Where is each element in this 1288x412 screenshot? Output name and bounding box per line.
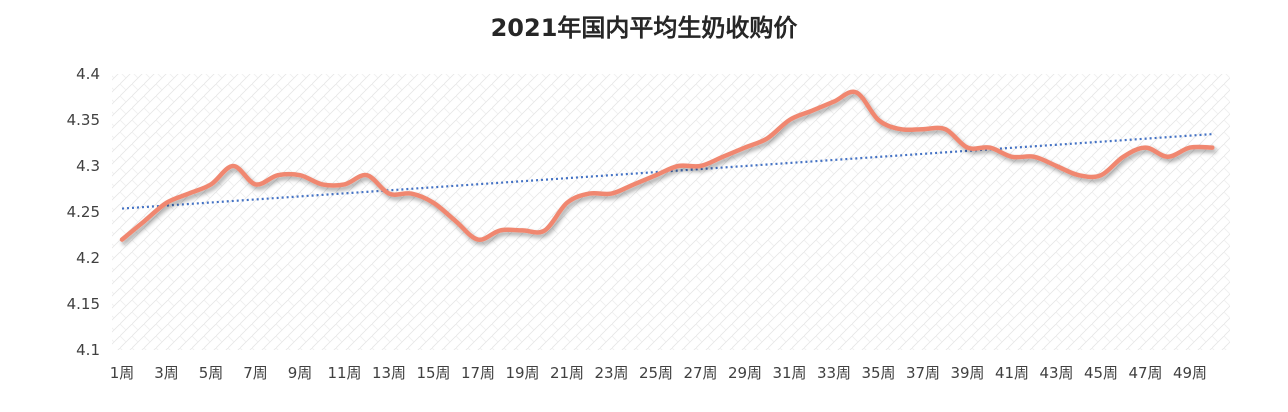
x-tick-label: 9周 bbox=[288, 364, 313, 382]
x-tick-label: 13周 bbox=[372, 364, 406, 382]
x-tick-label: 23周 bbox=[594, 364, 628, 382]
x-tick-label: 21周 bbox=[550, 364, 584, 382]
x-tick-label: 29周 bbox=[728, 364, 762, 382]
y-axis: 4.1 4.15 4.2 4.25 4.3 4.35 4.4 bbox=[67, 65, 100, 359]
x-tick-label: 11周 bbox=[327, 364, 361, 382]
x-tick-label: 45周 bbox=[1084, 364, 1118, 382]
x-tick-label: 17周 bbox=[461, 364, 495, 382]
x-tick-label: 33周 bbox=[817, 364, 851, 382]
x-axis: 1周 3周 5周 7周 9周 11周 13周 15周 17周 19周 21周 23周 25周 27周 29周… bbox=[110, 364, 1207, 382]
x-tick-label: 35周 bbox=[861, 364, 895, 382]
y-tick-label: 4.35 bbox=[67, 111, 100, 129]
y-tick-label: 4.3 bbox=[76, 157, 100, 175]
series-line bbox=[119, 89, 1215, 242]
y-tick-label: 4.2 bbox=[76, 249, 100, 267]
plot-area bbox=[112, 74, 1230, 350]
x-tick-label: 1周 bbox=[110, 364, 135, 382]
x-tick-label: 5周 bbox=[199, 364, 224, 382]
chart-title: 2021年国内平均生奶收购价 bbox=[490, 14, 798, 42]
x-tick-label: 31周 bbox=[772, 364, 806, 382]
x-tick-label: 3周 bbox=[154, 364, 179, 382]
y-tick-label: 4.25 bbox=[67, 203, 100, 221]
x-tick-label: 39周 bbox=[950, 364, 984, 382]
x-tick-label: 15周 bbox=[416, 364, 450, 382]
x-tick-label: 49周 bbox=[1173, 364, 1207, 382]
x-tick-label: 41周 bbox=[995, 364, 1029, 382]
series-group bbox=[119, 89, 1215, 242]
x-tick-label: 27周 bbox=[683, 364, 717, 382]
y-tick-label: 4.1 bbox=[76, 341, 100, 359]
x-tick-label: 25周 bbox=[639, 364, 673, 382]
x-tick-label: 47周 bbox=[1128, 364, 1162, 382]
y-tick-label: 4.15 bbox=[67, 295, 100, 313]
x-tick-label: 43周 bbox=[1039, 364, 1073, 382]
x-tick-label: 37周 bbox=[906, 364, 940, 382]
y-tick-label: 4.4 bbox=[76, 65, 100, 83]
x-tick-label: 7周 bbox=[243, 364, 268, 382]
x-tick-label: 19周 bbox=[505, 364, 539, 382]
